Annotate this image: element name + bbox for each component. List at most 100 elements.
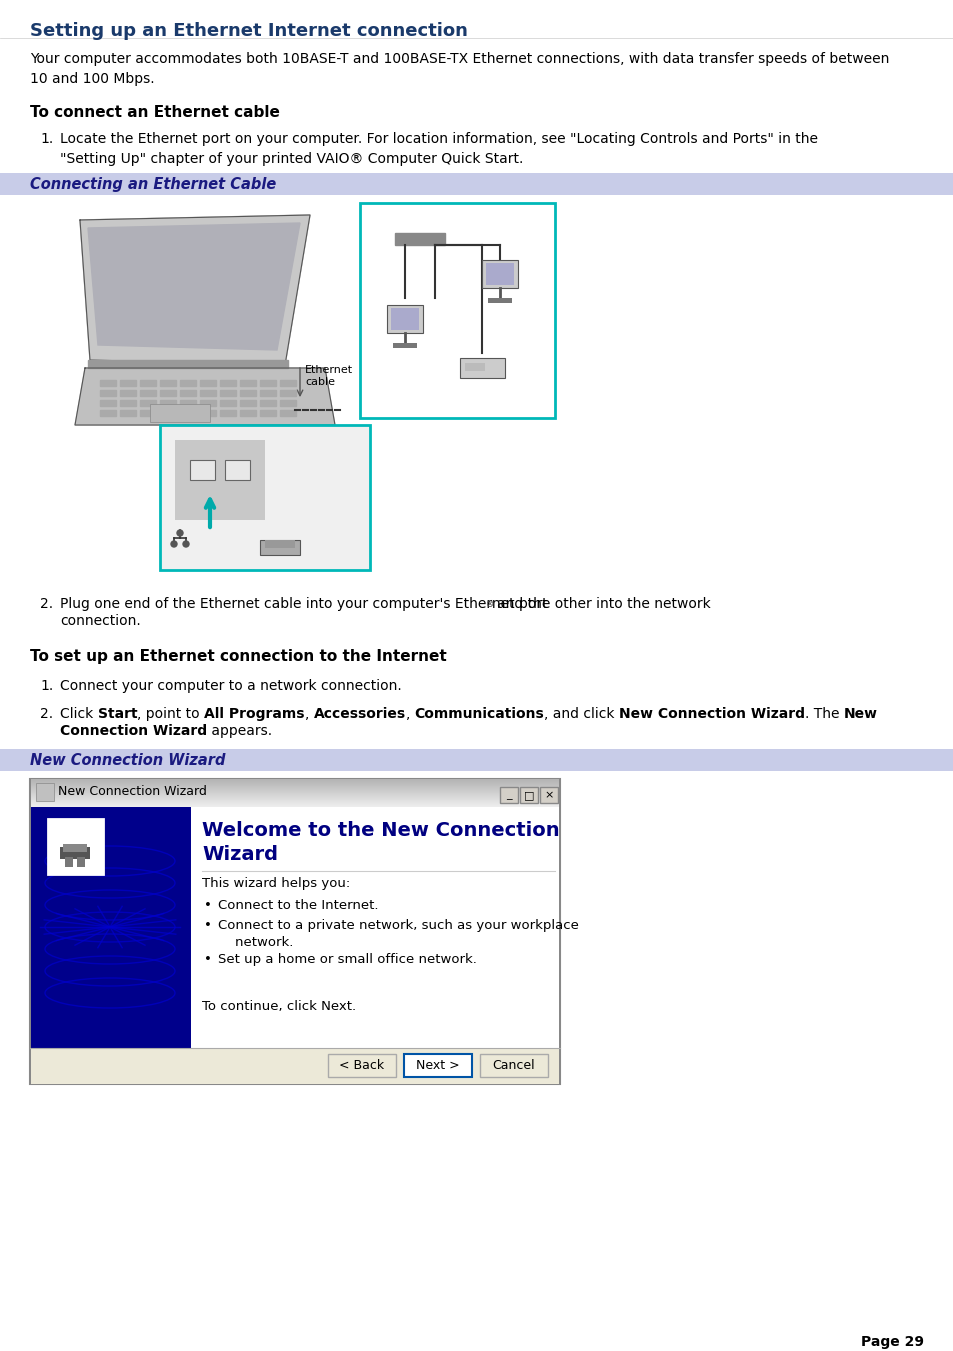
Text: To continue, click Next.: To continue, click Next.: [202, 1000, 355, 1013]
Text: 2.: 2.: [40, 707, 53, 721]
Text: Welcome to the New Connection: Welcome to the New Connection: [202, 821, 559, 840]
Bar: [30, 195, 569, 585]
Text: New Connection Wizard: New Connection Wizard: [618, 707, 804, 721]
Bar: [160, 426, 370, 570]
Text: . The: . The: [804, 707, 843, 721]
Bar: [395, 232, 444, 245]
Bar: [464, 363, 484, 372]
Bar: [150, 404, 210, 422]
Bar: [240, 390, 255, 396]
Bar: [190, 459, 214, 480]
Bar: [140, 400, 156, 407]
Text: □: □: [523, 790, 534, 800]
Text: 1.: 1.: [40, 132, 53, 146]
Bar: [180, 409, 195, 416]
Bar: [0, 748, 953, 771]
Bar: [100, 409, 116, 416]
Bar: [160, 400, 175, 407]
Bar: [160, 390, 175, 396]
Bar: [120, 390, 136, 396]
Bar: [200, 380, 215, 386]
Text: Setting up an Ethernet Internet connection: Setting up an Ethernet Internet connecti…: [30, 22, 467, 41]
Text: •: •: [204, 952, 212, 966]
Bar: [485, 263, 514, 285]
Bar: [100, 400, 116, 407]
Text: Your computer accommodates both 10BASE-T and 100BASE-TX Ethernet connections, wi: Your computer accommodates both 10BASE-T…: [30, 51, 888, 85]
Bar: [0, 173, 953, 195]
Bar: [519, 788, 537, 802]
Bar: [63, 844, 87, 852]
Text: New Connection Wizard: New Connection Wizard: [30, 753, 225, 767]
Bar: [403, 1054, 472, 1077]
Bar: [220, 400, 235, 407]
Bar: [180, 380, 195, 386]
Text: Wizard: Wizard: [202, 844, 277, 865]
Bar: [30, 780, 559, 1084]
Text: Start: Start: [97, 707, 137, 721]
Bar: [260, 390, 275, 396]
Text: Click: Click: [60, 707, 97, 721]
Bar: [359, 203, 555, 417]
Bar: [260, 400, 275, 407]
Text: , point to: , point to: [137, 707, 204, 721]
Text: 1.: 1.: [40, 680, 53, 693]
Bar: [200, 400, 215, 407]
Text: connection.: connection.: [60, 613, 141, 628]
Text: ,: ,: [405, 707, 414, 721]
Bar: [499, 788, 517, 802]
Bar: [265, 540, 294, 549]
Bar: [260, 380, 275, 386]
Bar: [280, 400, 295, 407]
Text: 2.: 2.: [40, 597, 53, 611]
Text: ×: ×: [544, 790, 553, 800]
Bar: [30, 807, 558, 1084]
Text: Plug one end of the Ethernet cable into your computer's Ethernet port: Plug one end of the Ethernet cable into …: [60, 597, 552, 611]
Bar: [479, 1054, 547, 1077]
Text: and the other into the network: and the other into the network: [497, 597, 710, 611]
Bar: [240, 409, 255, 416]
Bar: [120, 380, 136, 386]
Bar: [280, 409, 295, 416]
Bar: [174, 440, 265, 520]
Text: Ethernet
cable: Ethernet cable: [305, 365, 353, 386]
Bar: [140, 409, 156, 416]
Text: ,: ,: [304, 707, 314, 721]
Text: Connecting an Ethernet Cable: Connecting an Ethernet Cable: [30, 177, 276, 192]
Bar: [200, 409, 215, 416]
Bar: [539, 788, 558, 802]
Bar: [36, 784, 54, 801]
Text: Locate the Ethernet port on your computer. For location information, see "Locati: Locate the Ethernet port on your compute…: [60, 132, 817, 166]
Text: Next >: Next >: [416, 1059, 459, 1071]
Bar: [240, 400, 255, 407]
Text: Cancel: Cancel: [492, 1059, 535, 1071]
Text: All Programs: All Programs: [204, 707, 304, 721]
Text: Connect to a private network, such as your workplace
    network.: Connect to a private network, such as yo…: [218, 919, 578, 948]
Text: Connect to the Internet.: Connect to the Internet.: [218, 898, 378, 912]
Text: _: _: [506, 790, 511, 800]
Text: < Back: < Back: [339, 1059, 384, 1071]
Text: ⊗: ⊗: [484, 598, 493, 609]
Bar: [488, 299, 512, 303]
Text: Page 29: Page 29: [861, 1335, 923, 1350]
Bar: [120, 400, 136, 407]
Bar: [140, 390, 156, 396]
Text: Set up a home or small office network.: Set up a home or small office network.: [218, 952, 476, 966]
Bar: [387, 305, 422, 332]
Bar: [180, 400, 195, 407]
Bar: [65, 857, 73, 867]
Bar: [393, 343, 416, 349]
Bar: [220, 409, 235, 416]
Bar: [328, 1054, 395, 1077]
Bar: [88, 359, 288, 367]
Bar: [280, 390, 295, 396]
Text: This wizard helps you:: This wizard helps you:: [202, 877, 350, 890]
Text: Communications: Communications: [414, 707, 543, 721]
Bar: [459, 358, 504, 378]
Text: Ethernet port: Ethernet port: [265, 494, 344, 508]
Bar: [30, 807, 191, 1048]
Text: appears.: appears.: [207, 724, 272, 738]
Bar: [60, 847, 90, 859]
Bar: [120, 409, 136, 416]
Text: •: •: [204, 898, 212, 912]
Bar: [48, 819, 103, 874]
